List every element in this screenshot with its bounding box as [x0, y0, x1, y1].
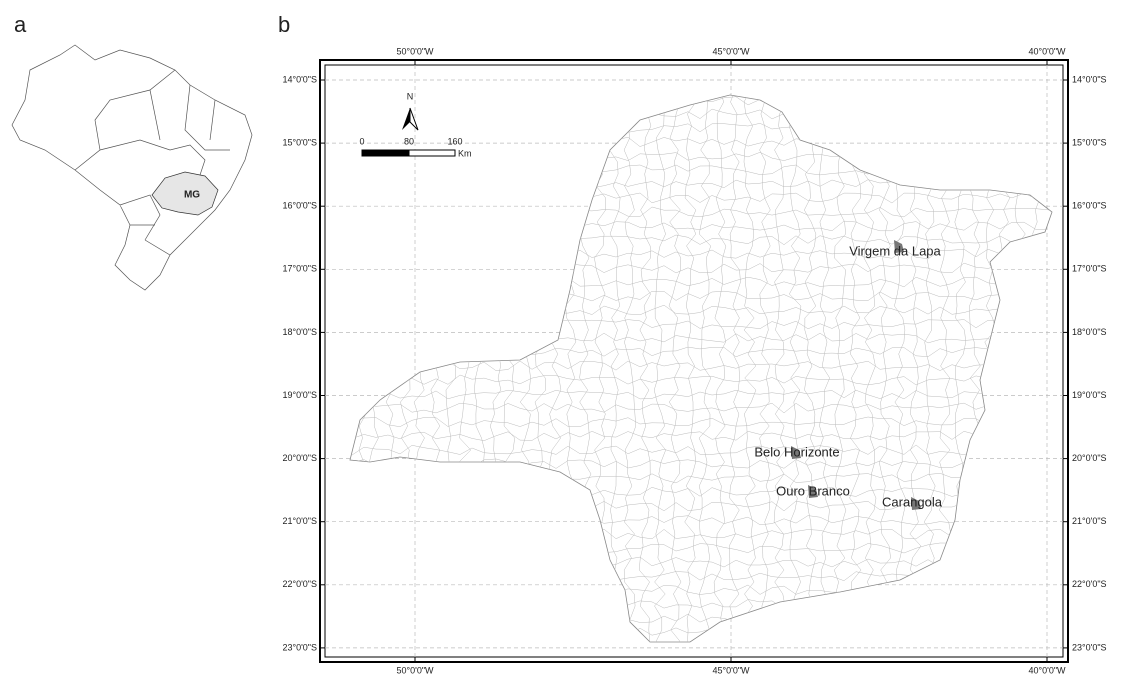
lat-label: 22°0'0"S	[1072, 579, 1107, 589]
lat-label: 22°0'0"S	[282, 579, 317, 589]
place-label: Belo Horizonte	[754, 444, 839, 459]
lat-label: 19°0'0"S	[1072, 390, 1107, 400]
lat-label: 15°0'0"S	[1072, 137, 1107, 147]
place-label: Virgem da Lapa	[849, 243, 941, 258]
lon-label: 50°0'0"W	[396, 665, 434, 675]
lat-label: 14°0'0"S	[1072, 74, 1107, 84]
municipality-border	[354, 90, 366, 654]
scale-bar	[362, 150, 455, 156]
municipality-border	[984, 90, 996, 654]
lat-label: 18°0'0"S	[1072, 327, 1107, 337]
lon-label: 40°0'0"W	[1028, 665, 1066, 675]
lat-label: 21°0'0"S	[282, 516, 317, 526]
lat-label: 18°0'0"S	[282, 327, 317, 337]
state-map	[339, 90, 1060, 654]
lon-label: 40°0'0"W	[1028, 46, 1066, 56]
place-label: Ouro Branco	[776, 483, 850, 498]
lat-label: 21°0'0"S	[1072, 516, 1107, 526]
municipality-border	[369, 90, 380, 654]
lat-label: 19°0'0"S	[282, 390, 317, 400]
brazil-map	[12, 45, 252, 290]
north-label: N	[407, 91, 414, 101]
scale-unit: Km	[458, 148, 472, 158]
panel-label: b	[278, 12, 290, 37]
lat-label: 14°0'0"S	[282, 74, 317, 84]
lat-label: 17°0'0"S	[1072, 264, 1107, 274]
lat-label: 17°0'0"S	[282, 264, 317, 274]
municipality-border	[1044, 90, 1056, 654]
panel-label: a	[14, 12, 27, 37]
lat-label: 16°0'0"S	[1072, 201, 1107, 211]
municipality-border	[1014, 90, 1026, 654]
lat-label: 16°0'0"S	[282, 201, 317, 211]
lon-label: 45°0'0"W	[712, 46, 750, 56]
municipality-border	[999, 90, 1010, 654]
municipality-border	[339, 90, 350, 654]
lon-label: 50°0'0"W	[396, 46, 434, 56]
lat-label: 20°0'0"S	[1072, 453, 1107, 463]
municipality-border	[384, 90, 395, 654]
lat-label: 20°0'0"S	[282, 453, 317, 463]
state-label: MG	[184, 190, 200, 201]
north-arrow	[402, 108, 418, 130]
scale-tick: 0	[359, 136, 364, 146]
lat-label: 15°0'0"S	[282, 137, 317, 147]
lat-label: 23°0'0"S	[282, 642, 317, 652]
lat-label: 23°0'0"S	[1072, 642, 1107, 652]
scale-tick: 160	[447, 136, 462, 146]
municipality-border	[400, 90, 411, 654]
lon-label: 45°0'0"W	[712, 665, 750, 675]
place-label: Carangola	[882, 494, 943, 509]
scale-tick: 80	[404, 136, 414, 146]
municipality-border	[340, 641, 1060, 651]
municipality-border	[1030, 90, 1041, 654]
figure: a b MG N 0 80 160 Km 50°0'0"W 50°0'0"W 45°…	[0, 0, 1129, 684]
